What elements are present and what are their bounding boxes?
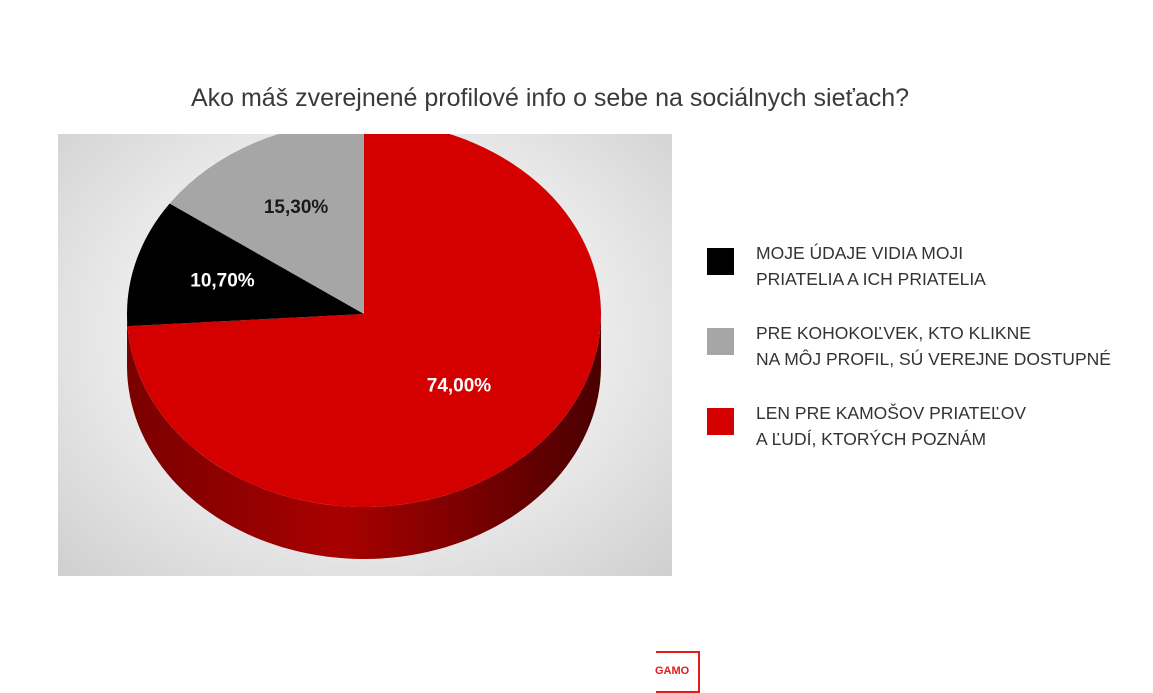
pie-slice-3 (127, 134, 602, 507)
pie-side-wall (127, 314, 601, 559)
legend-swatch (707, 328, 734, 355)
legend-swatch (707, 408, 734, 435)
legend-label: MOJE ÚDAJE VIDIA MOJI PRIATELIA A ICH PRI… (756, 243, 986, 289)
gamo-logo-text: GAMO (652, 665, 693, 677)
data-label-3: 74,00% (427, 376, 492, 397)
legend-label: LEN PRE KAMOŠOV PRIATEĽOV A ĽUDÍ, KTORÝCH… (756, 403, 1027, 449)
chart-title: Ako máš zverejnené profilové info o sebe… (190, 84, 910, 112)
plot-area: 74,00% 10,70% 15,30% GAMO (58, 134, 700, 693)
data-label-1: 10,70% (190, 271, 255, 292)
pie-slice-1 (127, 203, 364, 327)
legend-swatch (707, 248, 734, 275)
gamo-logo: GAMO (652, 651, 700, 693)
pie-chart: 74,00% 10,70% 15,30% (127, 134, 602, 559)
pie-slice-2 (169, 134, 364, 314)
data-label-2: 15,30% (264, 197, 329, 218)
legend-label: PRE KOHOKOĽVEK, KTO KLIKNE NA MÔJ PROFIL,… (756, 323, 1111, 369)
